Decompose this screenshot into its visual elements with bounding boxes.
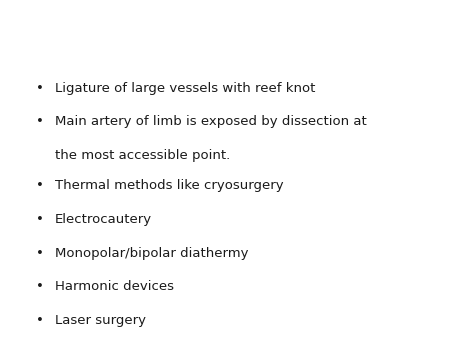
Text: •: •	[36, 115, 44, 129]
Text: •: •	[36, 213, 44, 226]
Text: •: •	[36, 247, 44, 260]
Text: •: •	[36, 82, 44, 95]
Text: the most accessible point.: the most accessible point.	[55, 149, 230, 162]
Text: •: •	[36, 179, 44, 192]
Text: Monopolar/bipolar diathermy: Monopolar/bipolar diathermy	[55, 247, 248, 260]
Text: •: •	[36, 314, 44, 327]
Text: Laser surgery: Laser surgery	[55, 314, 146, 327]
Text: •: •	[36, 280, 44, 294]
Text: Ligature of large vessels with reef knot: Ligature of large vessels with reef knot	[55, 82, 315, 95]
Text: Electrocautery: Electrocautery	[55, 213, 152, 226]
Text: Thermal methods like cryosurgery: Thermal methods like cryosurgery	[55, 179, 283, 192]
Text: Harmonic devices: Harmonic devices	[55, 280, 173, 294]
Text: Main artery of limb is exposed by dissection at: Main artery of limb is exposed by dissec…	[55, 115, 366, 129]
